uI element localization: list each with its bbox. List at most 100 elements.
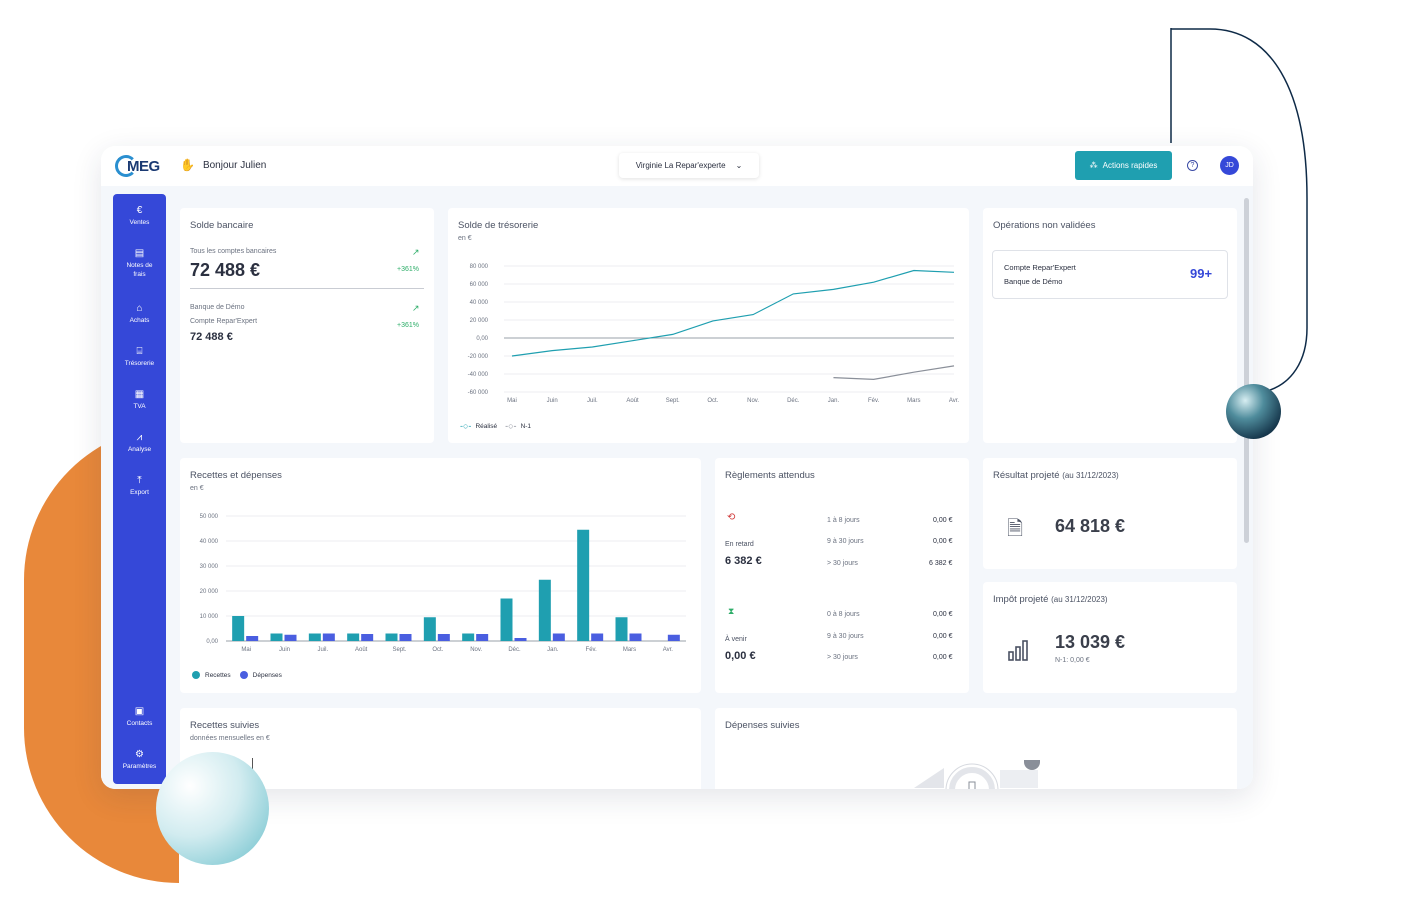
all-accounts-label: Tous les comptes bancaires <box>190 248 277 255</box>
euro-icon: € <box>136 205 143 216</box>
upcoming-amount: 0,00 € <box>933 654 953 661</box>
x-tick-label: Juil. <box>317 647 328 653</box>
reglements-card: Règlements attendus ⟲ En retard 6 382 € … <box>715 458 969 693</box>
tresorerie-card: Solde de trésorerie en € 80 000 60 000 40 … <box>448 208 969 443</box>
resultat-date: (au 31/12/2023) <box>1062 471 1119 480</box>
bar-Dépenses <box>514 638 527 641</box>
sidebar-item-achats[interactable]: ⌂ Achats <box>113 303 166 325</box>
y-tick-label: 80 000 <box>470 264 489 270</box>
sidebar-item-export[interactable]: ⤒ Export <box>113 475 166 497</box>
upcoming-label: À venir <box>725 636 747 643</box>
x-tick-label: Août <box>355 647 368 653</box>
y-tick-label: 40 000 <box>200 539 219 545</box>
sidebar-item-analyse[interactable]: ⩘ Analyse <box>113 432 166 454</box>
card-title: Solde de trésorerie <box>458 220 539 231</box>
trend-up-icon: ↗ <box>412 247 420 257</box>
company-name: Virginie La Repar'experte <box>635 161 726 170</box>
legend-n1-label[interactable]: N-1 <box>520 422 532 430</box>
scrollbar[interactable] <box>1244 198 1249 543</box>
legend-depenses-label[interactable]: Dépenses <box>252 671 282 679</box>
top-bar: MEG ✋ Bonjour Julien Virginie La Repar'e… <box>101 146 1253 186</box>
chart-legend: -○- Réalisé -○- N-1 <box>460 421 531 431</box>
x-tick-label: Oct. <box>432 647 443 653</box>
bar-Dépenses <box>284 634 297 641</box>
calculator-icon: ▦ <box>134 389 145 400</box>
y-tick-label: 30 000 <box>200 564 219 570</box>
operations-account: Compte Repar'Expert <box>1004 263 1076 272</box>
bar-Recettes <box>577 529 590 641</box>
y-tick-label: -20 000 <box>468 354 489 360</box>
bar-Dépenses <box>361 634 374 641</box>
late-amount: 6 382 € <box>929 560 953 567</box>
sidebar-item-parametres[interactable]: ⚙ Paramètres <box>113 749 166 771</box>
donut-chart-partial <box>914 760 1040 789</box>
solde-bancaire-card: Solde bancaire Tous les comptes bancaire… <box>180 208 434 443</box>
greeting: ✋ Bonjour Julien <box>180 158 266 172</box>
chart-unit: en € <box>458 235 472 242</box>
late-amount: 0,00 € <box>933 517 953 524</box>
chart-unit: en € <box>190 485 204 492</box>
bar-Dépenses <box>437 634 450 641</box>
late-total: 6 382 € <box>725 555 762 567</box>
series-line-Réalisé <box>511 269 955 357</box>
card-title: Résultat projeté (au 31/12/2023) <box>993 470 1119 481</box>
x-tick-label: Mai <box>241 647 251 653</box>
y-tick-label: 20 000 <box>200 589 219 595</box>
x-tick-label: Sept. <box>392 647 406 653</box>
impot-value: 13 039 € <box>1055 632 1126 652</box>
x-tick-label: Jan. <box>547 647 559 653</box>
avatar[interactable]: JD <box>1220 156 1239 175</box>
help-icon[interactable]: ? <box>1187 160 1198 171</box>
operations-card: Opérations non validées Compte Repar'Exp… <box>983 208 1237 443</box>
late-period: 9 à 30 jours <box>827 538 864 545</box>
x-tick-label: Nov. <box>470 647 482 653</box>
bank-icon: ⌸ <box>136 346 143 357</box>
x-tick-label: Oct. <box>707 398 718 404</box>
sidebar-item-tva[interactable]: ▦ TVA <box>113 389 166 411</box>
legend-realise-marker: -○- <box>460 421 472 431</box>
x-tick-label: Mars <box>907 398 920 404</box>
card-title: Recettes et dépenses <box>190 470 282 481</box>
upload-icon: ⤒ <box>137 475 142 486</box>
sidebar-item-contacts[interactable]: ▣ Contacts <box>113 706 166 728</box>
bar-Recettes <box>232 616 245 641</box>
logo-text: MEG <box>127 157 160 175</box>
recettes-depenses-bar-chart: 50 000 40 000 30 000 20 000 10 000 0,00 Mai Jui… <box>200 514 686 653</box>
operations-bank: Banque de Démo <box>1004 277 1063 286</box>
late-label: En retard <box>725 541 754 548</box>
x-tick-label: Août <box>626 398 639 404</box>
y-tick-label: -60 000 <box>468 390 489 396</box>
legend-n1-marker: -○- <box>505 421 517 431</box>
y-tick-label: 50 000 <box>200 514 219 520</box>
x-tick-label: Sept. <box>666 398 680 404</box>
bar-Dépenses <box>667 634 680 641</box>
x-tick-label: Mars <box>623 647 636 653</box>
bar-Recettes <box>500 598 513 641</box>
sidebar-item-notes-de-frais[interactable]: ▤ Notes de frais <box>113 248 166 279</box>
logo-ring-icon <box>115 155 137 177</box>
x-tick-label: Mai <box>507 398 517 404</box>
account-name[interactable]: Compte Repar'Expert <box>190 318 258 325</box>
bar-Dépenses <box>476 634 489 641</box>
bar-Dépenses <box>552 633 565 641</box>
x-tick-label: Juin <box>547 398 558 404</box>
sidebar-item-tresorerie[interactable]: ⌸ Trésorerie <box>113 346 166 368</box>
quick-actions-button[interactable]: ⁂ Actions rapides <box>1075 151 1172 180</box>
sidebar-item-ventes[interactable]: € Ventes <box>113 205 166 227</box>
resultat-card: Résultat projeté (au 31/12/2023) 🗎 64 81… <box>983 458 1237 569</box>
upcoming-period: 0 à 8 jours <box>827 611 860 618</box>
bar-Dépenses <box>399 634 412 641</box>
bar-Recettes <box>538 579 551 641</box>
legend-realise-label[interactable]: Réalisé <box>475 422 498 430</box>
account-balance: 72 488 € <box>190 331 233 343</box>
operations-item[interactable]: Compte Repar'Expert Banque de Démo 99+ <box>992 250 1228 299</box>
sidebar-item-label: Analyse <box>127 446 152 453</box>
account-change: +361% <box>397 322 419 329</box>
legend-recettes-label[interactable]: Recettes <box>205 671 231 679</box>
upcoming-amount: 0,00 € <box>933 633 953 640</box>
impot-title: Impôt projeté <box>993 594 1049 605</box>
divider <box>190 288 424 289</box>
company-select[interactable]: Virginie La Repar'experte ⌄ <box>619 153 759 178</box>
bar-Recettes <box>462 633 475 641</box>
meg-logo[interactable]: MEG <box>115 153 160 179</box>
